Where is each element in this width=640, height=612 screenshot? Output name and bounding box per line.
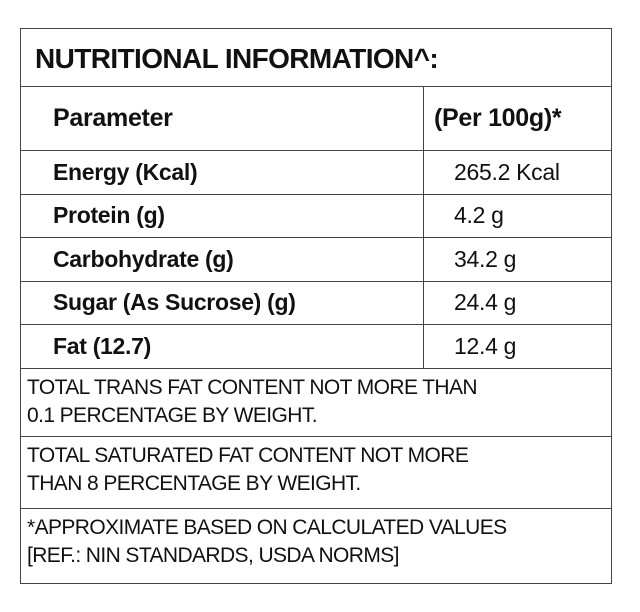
nutrition-table: NUTRITIONAL INFORMATION^: Parameter (Per … [20, 28, 612, 584]
table-row: Carbohydrate (g) 34.2 g [21, 238, 611, 282]
table-title: NUTRITIONAL INFORMATION^: [21, 29, 611, 87]
value-cell: 265.2 Kcal [454, 158, 560, 185]
parameter-cell: Sugar (As Sucrose) (g) [21, 281, 424, 324]
note: TOTAL SATURATED FAT CONTENT NOT MORE THAN… [21, 437, 611, 509]
note-line: 0.1 PERCENTAGE BY WEIGHT. [27, 403, 318, 427]
value-cell: 4.2 g [454, 202, 504, 229]
note-line: THAN 8 PERCENTAGE BY WEIGHT. [27, 471, 361, 495]
note: TOTAL TRANS FAT CONTENT NOT MORE THAN 0.1… [21, 369, 611, 437]
note-line: [REF.: NIN STANDARDS, USDA NORMS] [27, 543, 399, 567]
note: *APPROXIMATE BASED ON CALCULATED VALUES [… [21, 509, 611, 588]
table-row: Energy (Kcal) 265.2 Kcal [21, 151, 611, 195]
value-cell: 24.4 g [454, 289, 517, 316]
header-cell: (Per 100g)* [434, 104, 562, 132]
parameter-cell: Energy (Kcal) [21, 151, 424, 194]
header-cell: Parameter [21, 87, 424, 150]
value-cell: 34.2 g [454, 245, 517, 272]
parameter-cell: Carbohydrate (g) [21, 238, 424, 281]
parameter-cell: Protein (g) [21, 194, 424, 237]
header-row: Parameter (Per 100g)* [21, 87, 611, 151]
value-cell: 12.4 g [454, 332, 517, 359]
table-row: Sugar (As Sucrose) (g) 24.4 g [21, 281, 611, 325]
parameter-cell: Fat (12.7) [21, 325, 424, 368]
note-line: TOTAL SATURATED FAT CONTENT NOT MORE [27, 443, 469, 467]
note-line: TOTAL TRANS FAT CONTENT NOT MORE THAN [27, 375, 478, 399]
note-line: *APPROXIMATE BASED ON CALCULATED VALUES [27, 515, 507, 539]
table-row: Fat (12.7) 12.4 g [21, 325, 611, 369]
table-row: Protein (g) 4.2 g [21, 194, 611, 238]
